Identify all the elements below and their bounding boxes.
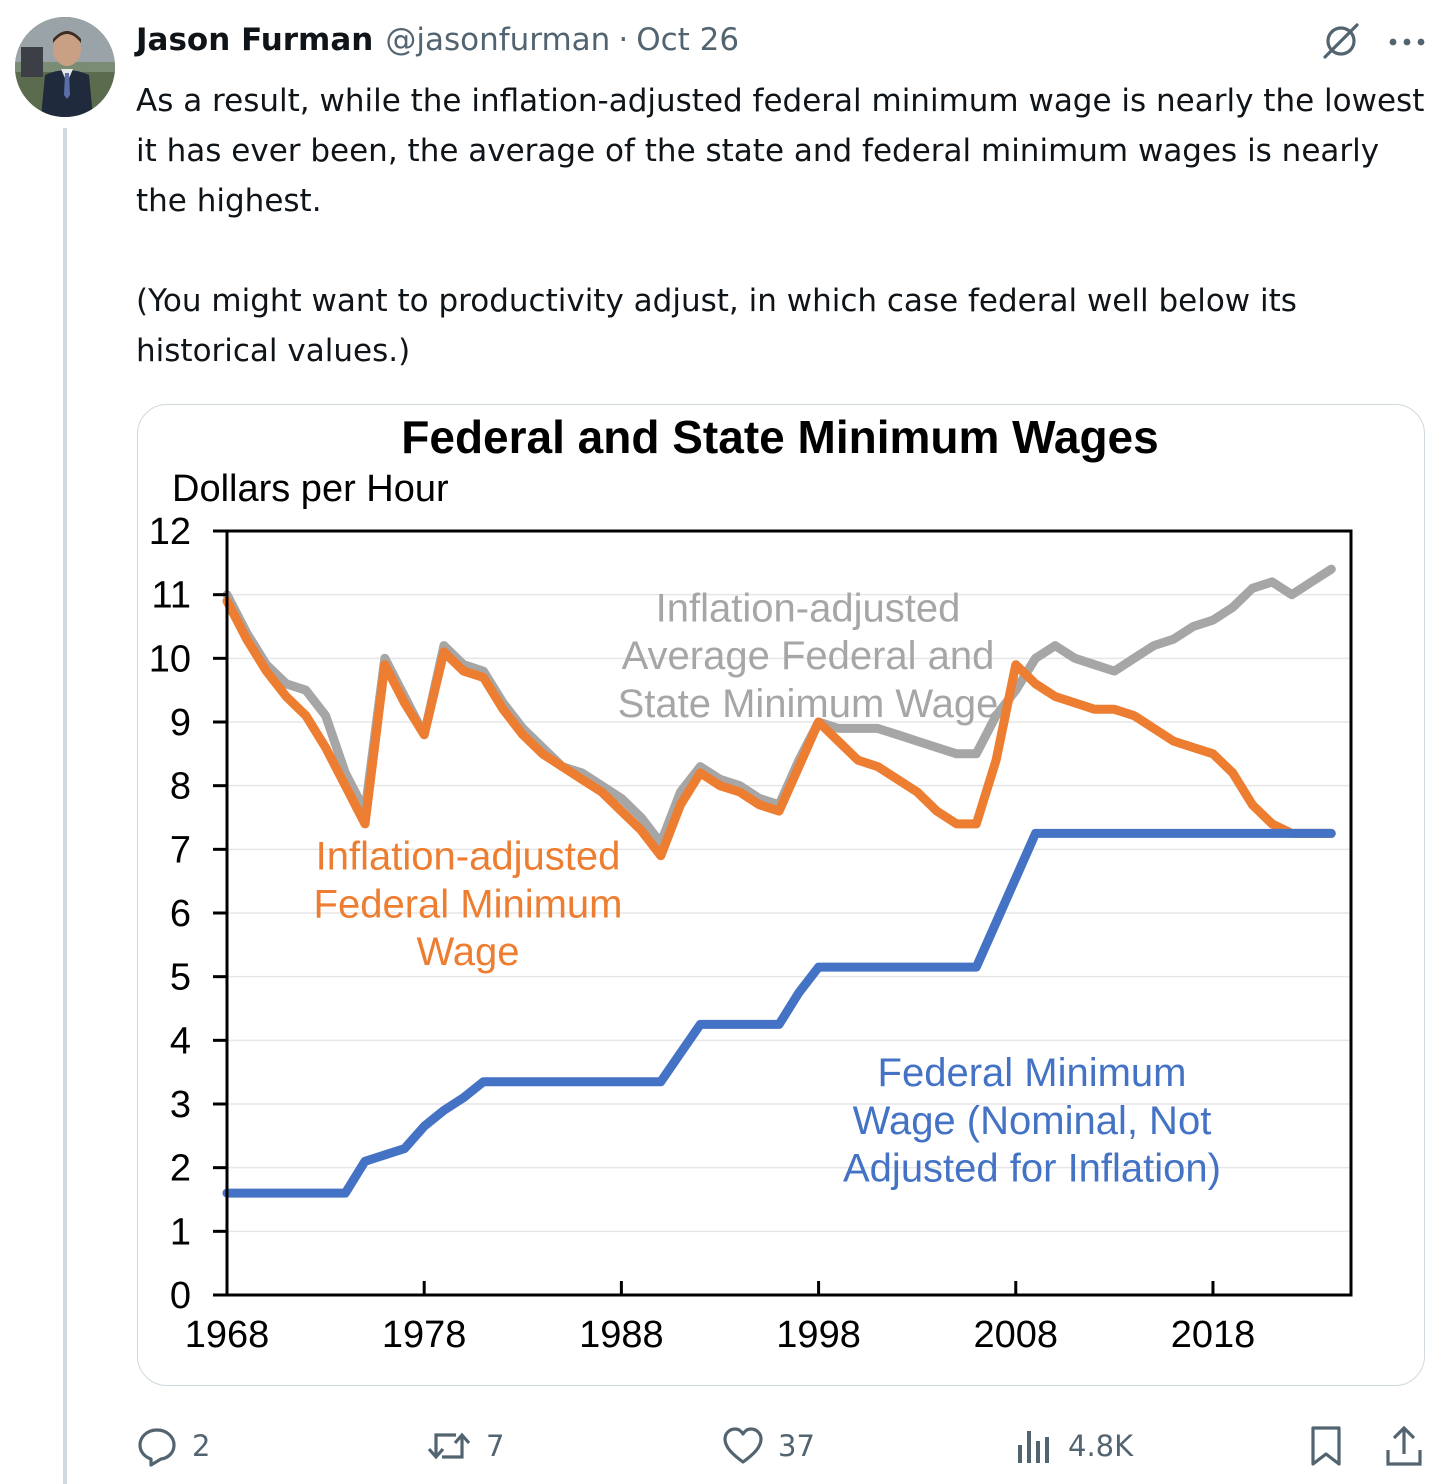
post-text-paragraph-1: As a result, while the inflation-adjuste… [136, 83, 1425, 219]
bookmark-icon [1311, 1426, 1341, 1466]
label-federal-real-line-1: Inflation-adjusted [316, 835, 621, 879]
repost-count: 7 [486, 1429, 505, 1463]
like-button[interactable]: 37 [722, 1418, 815, 1474]
y-tick-label: 0 [170, 1275, 191, 1317]
reply-icon [138, 1428, 176, 1467]
y-tick-label: 7 [170, 829, 191, 871]
label-federal-nominal-line-3: Adjusted for Inflation) [843, 1147, 1221, 1191]
grok-icon[interactable] [1320, 20, 1362, 66]
label-average-federal-state-line-2: Average Federal and [622, 634, 995, 678]
y-tick-label: 9 [170, 702, 191, 744]
y-axis-label: Dollars per Hour [172, 468, 449, 510]
y-tick-label: 2 [170, 1148, 191, 1190]
views-button[interactable]: 4.8K [1016, 1418, 1133, 1474]
y-tick-label: 4 [170, 1020, 191, 1062]
label-federal-real-line-2: Federal Minimum [314, 882, 623, 926]
y-tick-label: 1 [170, 1211, 191, 1253]
chart-svg: Federal and State Minimum Wages Dollars … [149, 411, 1353, 1356]
y-tick-label: 11 [152, 575, 191, 617]
view-count: 4.8K [1068, 1429, 1134, 1463]
post-date[interactable]: Oct 26 [636, 22, 740, 58]
y-tick-label: 3 [170, 1084, 191, 1126]
x-tick-label: 1988 [579, 1314, 664, 1356]
post-body: As a result, while the inflation-adjuste… [136, 76, 1426, 376]
post-header: Jason Furman @jasonfurman · Oct 26 [136, 22, 739, 68]
repost-icon [427, 1432, 471, 1460]
thread-connector-line [63, 128, 67, 1484]
x-tick-label: 1978 [382, 1314, 467, 1356]
share-icon [1386, 1425, 1422, 1466]
header-separator: · [618, 22, 629, 58]
y-tick-label: 5 [170, 957, 191, 999]
y-tick-label: 6 [170, 893, 191, 935]
action-bar: 2 7 37 4.8K [136, 1418, 1426, 1474]
x-tick-label: 1998 [776, 1314, 861, 1356]
x-tick-label: 2008 [973, 1314, 1058, 1356]
label-federal-nominal-line-2: Wage (Nominal, Not [853, 1099, 1212, 1143]
like-icon [723, 1427, 763, 1464]
label-federal-nominal-line-1: Federal Minimum [878, 1051, 1187, 1095]
like-count: 37 [778, 1429, 815, 1463]
y-tick-label: 12 [149, 511, 191, 553]
label-average-federal-state-line-3: State Minimum Wage [618, 682, 999, 726]
series-line-federal-nominal [222, 828, 1336, 1198]
bookmark-button[interactable] [1308, 1418, 1344, 1474]
post-text-paragraph-2: (You might want to productivity adjust, … [136, 283, 1297, 369]
reply-count: 2 [192, 1429, 211, 1463]
post-media-chart[interactable]: Federal and State Minimum Wages Dollars … [137, 404, 1425, 1386]
gridlines [227, 593, 1351, 1233]
reply-button[interactable]: 2 [136, 1418, 210, 1474]
more-icon[interactable] [1388, 34, 1426, 53]
x-tick-label: 2018 [1171, 1314, 1256, 1356]
series-line-federal-real [222, 596, 1336, 861]
label-federal-real-line-3: Wage [416, 930, 519, 974]
y-tick-label: 10 [149, 638, 191, 680]
repost-button[interactable]: 7 [426, 1418, 504, 1474]
views-icon [1018, 1431, 1049, 1463]
author-handle[interactable]: @jasonfurman [385, 22, 611, 58]
share-button[interactable] [1384, 1418, 1424, 1474]
x-tick-label: 1968 [185, 1314, 270, 1356]
avatar[interactable] [15, 17, 115, 117]
avatar-image [15, 17, 115, 117]
author-name[interactable]: Jason Furman [136, 22, 374, 58]
series-lines [222, 564, 1336, 1198]
label-average-federal-state-line-1: Inflation-adjusted [656, 586, 961, 630]
y-tick-label: 8 [170, 766, 191, 808]
post-top-actions [1320, 20, 1426, 66]
chart-title: Federal and State Minimum Wages [401, 411, 1158, 463]
